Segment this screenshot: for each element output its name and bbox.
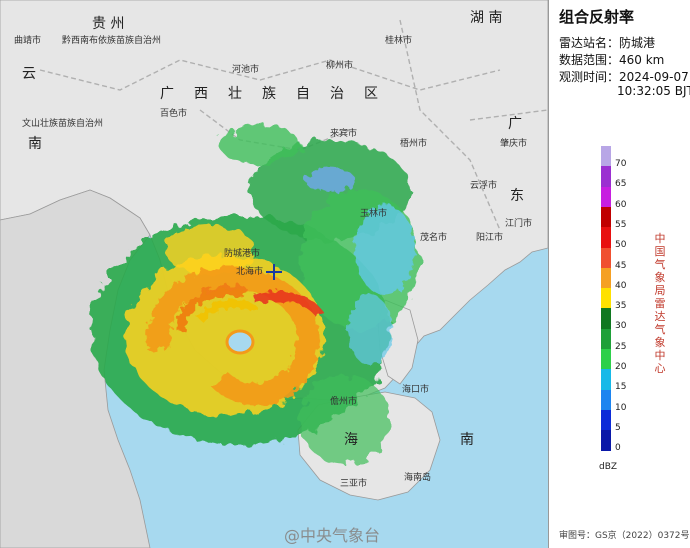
legend-swatch-55 <box>601 206 611 228</box>
label-dong: 东 <box>510 188 524 204</box>
label-danzhou: 儋州市 <box>330 395 357 407</box>
info-panel: 组合反射率 雷达站名：防城港 数据范围：460 km 观测时间：2024-09-… <box>548 0 690 548</box>
label-laibin: 来宾市 <box>330 127 357 139</box>
legend-swatch-70 <box>601 146 611 167</box>
legend-label-0: 0 <box>615 443 621 454</box>
legend-swatch-0 <box>601 430 611 451</box>
legend-swatch-15 <box>601 369 611 391</box>
legend-label-65: 65 <box>615 179 627 190</box>
publisher-watermark: @中央气象台 <box>284 526 381 545</box>
legend-label-60: 60 <box>615 199 627 210</box>
label-qujing: 曲靖市 <box>14 34 41 46</box>
approval-number: 审图号：GS京（2022）0372号 <box>559 531 690 541</box>
legend-swatch-50 <box>601 227 611 248</box>
observation-date: 观测时间：2024-09-07 <box>559 70 689 84</box>
label-yun: 云 <box>22 66 36 82</box>
radar-station-marker <box>266 264 282 280</box>
legend-swatch-25 <box>601 328 611 350</box>
legend-label-55: 55 <box>615 219 627 230</box>
observation-time: 10:32:05 BJT <box>617 84 690 98</box>
legend-swatch-20 <box>601 349 611 370</box>
legend-label-50: 50 <box>615 240 627 251</box>
radar-echoes <box>90 125 420 465</box>
label-nan: 南 <box>28 136 42 152</box>
legend-label-25: 25 <box>615 341 627 352</box>
label-guang: 广 <box>508 116 522 132</box>
legend-label-45: 45 <box>615 260 627 271</box>
data-range: 数据范围：460 km <box>559 53 665 67</box>
label-hunan: 湖 南 <box>470 10 502 26</box>
legend-swatch-35 <box>601 288 611 309</box>
label-liuzhou: 柳州市 <box>326 59 353 71</box>
legend-label-5: 5 <box>615 422 621 433</box>
label-zhaoqing: 肇庆市 <box>500 137 527 149</box>
label-haikou: 海口市 <box>402 383 429 395</box>
label-guangxi: 广西壮族自治区 <box>160 86 398 102</box>
label-qianxinan: 黔西南布依族苗族自治州 <box>62 34 161 46</box>
legend-label-20: 20 <box>615 362 627 372</box>
legend-swatch-10 <box>601 389 611 411</box>
label-hainan-island: 海南岛 <box>404 471 431 483</box>
legend-swatch-65 <box>601 166 611 188</box>
legend-swatch-30 <box>601 308 611 330</box>
org-vertical-text: 中国气象局雷达气象中心 <box>654 232 666 375</box>
label-baise: 百色市 <box>160 107 187 119</box>
label-yulin: 玉林市 <box>360 207 387 219</box>
legend-unit: dBZ <box>599 462 618 472</box>
legend-swatch-60 <box>601 186 611 208</box>
legend-label-40: 40 <box>615 280 627 291</box>
label-yunfu: 云浮市 <box>470 179 497 191</box>
legend-label-30: 30 <box>615 321 627 332</box>
radar-map[interactable]: 贵 州 湖 南 云 南 广西壮族自治区 广 东 海 南 曲靖市 黔西南布依族苗族… <box>0 0 548 548</box>
label-beihai: 北海市 <box>236 265 263 277</box>
label-fangcheng: 防城港市 <box>224 247 260 259</box>
label-wuzhou: 梧州市 <box>400 137 427 149</box>
product-title: 组合反射率 <box>559 8 635 26</box>
label-wenshan: 文山壮族苗族自治州 <box>22 117 103 129</box>
legend-label-15: 15 <box>615 382 627 393</box>
label-yangjiang: 阳江市 <box>476 231 503 243</box>
border-lines <box>39 19 548 231</box>
legend-label-35: 35 <box>615 301 627 312</box>
label-guizhou: 贵 州 <box>92 16 124 32</box>
legend-label-70: 70 <box>615 159 627 169</box>
label-hai: 海 <box>344 432 358 448</box>
legend-swatch-45 <box>601 247 611 269</box>
label-hechi: 河池市 <box>232 63 259 75</box>
legend-swatch-40 <box>601 267 611 289</box>
label-maoming: 茂名市 <box>420 231 447 243</box>
legend-label-10: 10 <box>615 402 627 413</box>
typhoon-eye <box>225 329 255 355</box>
label-jiangmen: 江门市 <box>505 217 532 229</box>
legend-swatch-5 <box>601 409 611 431</box>
label-sanya: 三亚市 <box>340 477 367 489</box>
label-nan2: 南 <box>460 432 474 448</box>
station-name: 雷达站名：防城港 <box>559 36 656 50</box>
label-guilin: 桂林市 <box>385 34 412 46</box>
